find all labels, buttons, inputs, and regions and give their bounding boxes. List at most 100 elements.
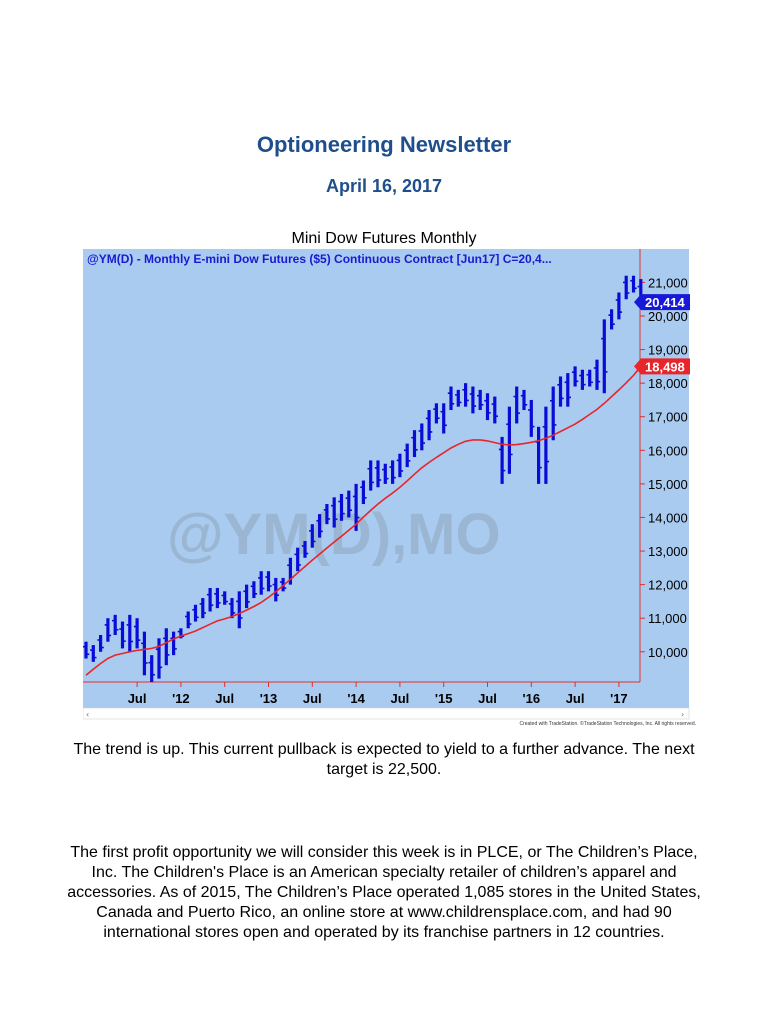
price-bar-open-tick xyxy=(564,381,567,384)
price-bar-open-tick xyxy=(104,624,107,626)
price-bar-close-tick xyxy=(167,654,170,656)
price-bar-open-tick xyxy=(593,367,596,369)
price-bar-close-tick xyxy=(233,612,236,614)
price-bar xyxy=(84,641,88,659)
price-bar xyxy=(310,524,314,548)
price-bar-open-tick xyxy=(206,593,209,596)
scroll-right-icon[interactable]: › xyxy=(681,710,684,719)
price-bar xyxy=(347,490,351,518)
scroll-left-icon[interactable]: ‹ xyxy=(86,710,89,719)
horizontal-scrollbar[interactable] xyxy=(83,707,690,720)
price-bar-close-tick xyxy=(423,442,425,444)
x-tick-label: '15 xyxy=(435,691,453,706)
price-bar-open-tick xyxy=(112,619,114,622)
price-bar-open-tick xyxy=(396,459,399,462)
price-bar-open-tick xyxy=(214,593,216,595)
y-tick-label: 10,000 xyxy=(648,645,688,660)
price-bar-open-tick xyxy=(301,545,304,547)
chart-caption: Mini Dow Futures Monthly xyxy=(291,230,477,247)
price-bar-open-tick xyxy=(542,425,545,428)
moving-average-tag: 18,498 xyxy=(645,359,685,374)
price-bar-open-tick xyxy=(513,395,516,398)
price-bar xyxy=(186,611,190,629)
price-bar-close-tick xyxy=(598,380,601,383)
price-bar xyxy=(142,631,146,676)
price-bar-close-tick xyxy=(518,412,520,414)
y-tick-label: 11,000 xyxy=(648,611,687,626)
price-bar xyxy=(449,386,453,411)
price-bar-close-tick xyxy=(576,380,579,383)
price-bar-close-tick xyxy=(605,371,608,373)
price-bar xyxy=(588,369,592,387)
price-bar-close-tick xyxy=(262,587,265,590)
price-bar-open-tick xyxy=(528,409,530,411)
price-bar xyxy=(493,396,497,424)
price-bar xyxy=(135,618,139,649)
price-bar xyxy=(164,628,168,666)
price-bar-close-tick xyxy=(554,424,557,426)
price-bar-open-tick xyxy=(418,430,421,432)
price-bar-open-tick xyxy=(462,389,465,391)
price-bar-open-tick xyxy=(579,374,581,377)
price-bar-open-tick xyxy=(126,624,129,626)
price-bar-open-tick xyxy=(279,581,282,583)
plce-paragraph: The first profit opportunity we will con… xyxy=(67,844,701,941)
price-bar xyxy=(485,393,490,421)
price-bar xyxy=(624,275,628,300)
price-bar xyxy=(405,443,409,468)
price-bar-open-tick xyxy=(148,661,151,664)
x-tick-label: '17 xyxy=(610,691,628,706)
price-bar-close-tick xyxy=(488,412,491,414)
price-bar xyxy=(478,389,482,411)
price-bar-open-tick xyxy=(601,337,603,340)
price-bar xyxy=(266,571,271,592)
price-bar-close-tick xyxy=(153,673,155,676)
price-bar xyxy=(303,540,307,558)
price-bar-open-tick xyxy=(192,608,195,611)
price-bar xyxy=(325,504,329,525)
price-bar-open-tick xyxy=(477,394,479,397)
price-bar-open-tick xyxy=(404,449,406,452)
price-bar-open-tick xyxy=(411,436,414,439)
price-bar-open-tick xyxy=(331,504,333,507)
price-bar-open-tick xyxy=(316,519,319,522)
price-bar-close-tick xyxy=(613,323,615,325)
x-tick-label: Jul xyxy=(128,691,147,706)
price-bar-close-tick xyxy=(189,623,192,625)
price-bar xyxy=(120,621,125,649)
x-tick-label: '16 xyxy=(523,691,541,706)
price-bar-open-tick xyxy=(447,392,450,394)
moving-average-line xyxy=(85,365,642,676)
price-bar xyxy=(193,604,198,622)
price-bar-close-tick xyxy=(182,635,185,637)
price-bar-close-tick xyxy=(620,311,623,313)
price-bar-open-tick xyxy=(199,603,202,605)
price-bar-close-tick xyxy=(240,617,243,619)
price-bar-close-tick xyxy=(452,402,455,405)
price-bar xyxy=(201,598,205,619)
x-tick-label: Jul xyxy=(478,691,497,706)
price-bar-open-tick xyxy=(520,394,523,397)
price-bar-open-tick xyxy=(272,583,275,586)
price-bar-open-tick xyxy=(367,467,370,470)
price-bar xyxy=(631,275,636,293)
price-bar xyxy=(99,634,103,652)
price-bar xyxy=(434,403,438,424)
y-tick-label: 17,000 xyxy=(648,410,688,425)
price-bar xyxy=(551,386,555,441)
price-bar-open-tick xyxy=(97,639,100,641)
price-bar xyxy=(529,399,533,437)
price-bar-close-tick xyxy=(248,601,250,603)
price-bar-open-tick xyxy=(440,410,443,413)
price-bar-close-tick xyxy=(357,516,360,519)
price-bar-close-tick xyxy=(131,640,133,643)
price-bar xyxy=(332,497,336,528)
last-price-tag-shape xyxy=(634,294,690,311)
x-tick-label: Jul xyxy=(391,691,410,706)
price-bar-open-tick xyxy=(345,497,348,499)
price-bar-open-tick xyxy=(236,600,238,603)
price-bar xyxy=(113,614,117,635)
price-bar xyxy=(296,547,300,572)
price-bar xyxy=(339,493,344,521)
last-price-tag: 20,414 xyxy=(645,295,686,310)
